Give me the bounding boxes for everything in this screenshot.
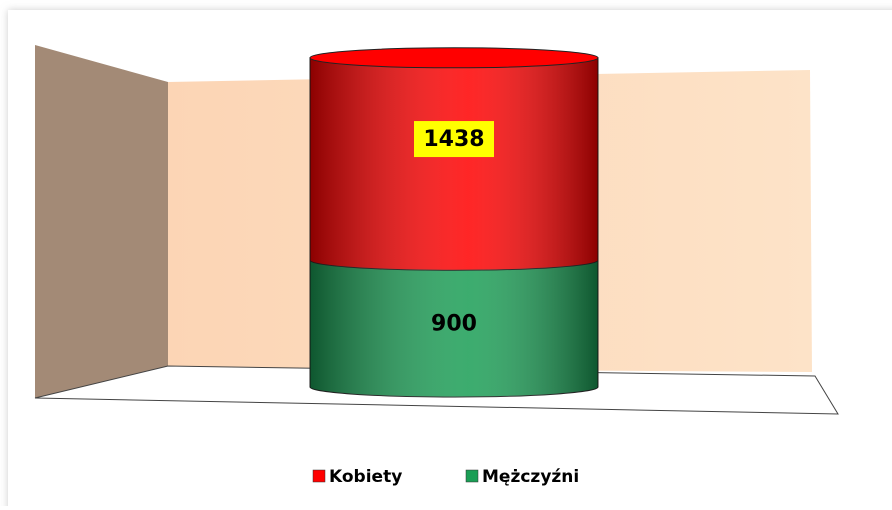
cylinder-segment <box>309 47 599 271</box>
legend-label: Mężczyźni <box>482 467 579 487</box>
segment-top <box>309 47 599 69</box>
legend-swatch <box>312 469 326 483</box>
legend-swatch <box>465 469 479 483</box>
data-label: 1438 <box>423 127 484 152</box>
label-box <box>414 121 494 158</box>
side-wall <box>35 45 168 398</box>
legend-label: Kobiety <box>329 467 402 487</box>
segment-shade <box>310 260 598 397</box>
cylinder-segment <box>309 259 599 398</box>
data-label: 900 <box>431 312 477 337</box>
segment-shade <box>310 57 598 271</box>
